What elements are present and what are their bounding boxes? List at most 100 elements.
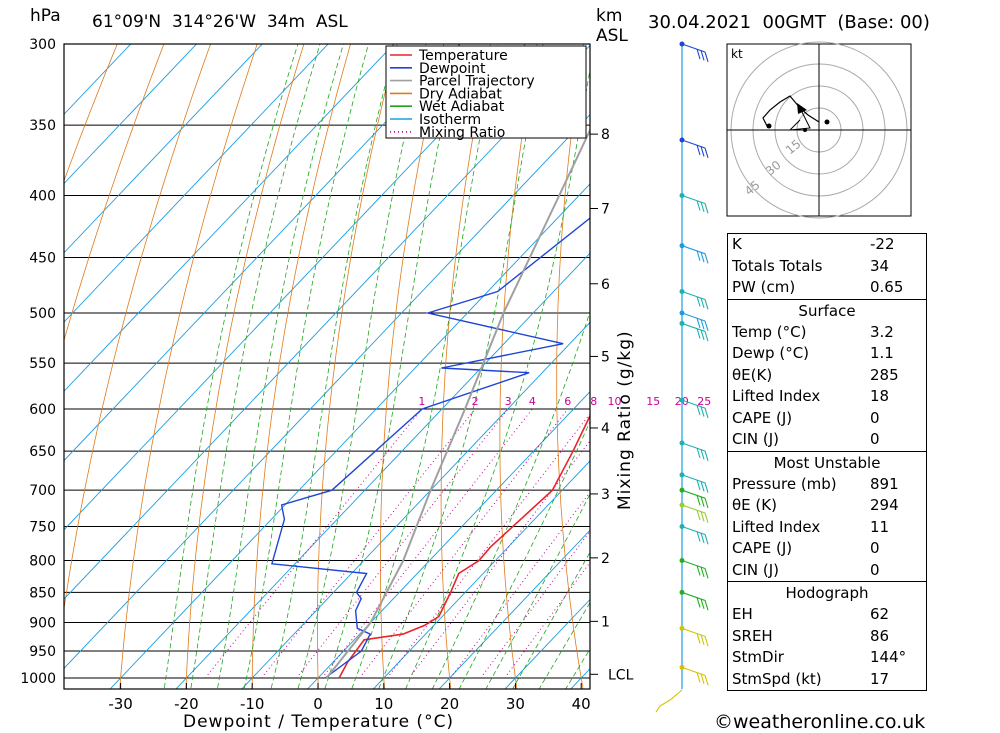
index-row-k: K -22 bbox=[732, 235, 895, 253]
most-unstable-title: Most Unstable bbox=[773, 453, 881, 472]
wind-barb-flag bbox=[696, 250, 701, 261]
isotherm bbox=[64, 44, 395, 392]
mixing-ratio-line bbox=[261, 408, 476, 679]
asl-label: ASL bbox=[596, 26, 628, 46]
mixing-ratio-label: 4 bbox=[529, 395, 536, 408]
mixing-ratio-label: 2 bbox=[472, 395, 479, 408]
wind-barb-flag bbox=[704, 51, 709, 62]
x-axis-label: Dewpoint / Temperature (°C) bbox=[183, 712, 454, 732]
wind-barb-flag bbox=[700, 329, 705, 340]
wet-adiabat bbox=[431, 310, 590, 689]
y2-axis-label: Mixing Ratio (g/kg) bbox=[615, 330, 635, 510]
surface-row: Dewp (°C) 1.1 bbox=[732, 344, 894, 362]
dry-adiabat bbox=[499, 44, 538, 689]
isotherm bbox=[306, 391, 590, 689]
wind-barb-flag bbox=[696, 447, 701, 459]
wind-barb-flag bbox=[704, 600, 709, 611]
km-label: km bbox=[596, 6, 623, 26]
temperature-line bbox=[338, 414, 590, 679]
dry-adiabat bbox=[665, 8, 719, 704]
general-indices-box: K -22 Totals Totals 34 PW (cm) 0.65 bbox=[727, 233, 927, 300]
wet-adiabat bbox=[458, 420, 590, 689]
wind-barb-flag bbox=[696, 672, 701, 683]
isotherm bbox=[109, 183, 590, 689]
wind-barb-flag bbox=[704, 203, 709, 214]
surface-row: θE(K) 285 bbox=[732, 365, 899, 384]
wind-barb-flag bbox=[696, 479, 701, 491]
temp-tick-label: 0 bbox=[313, 695, 323, 713]
temp-tick-label: 40 bbox=[572, 695, 591, 713]
wind-barb-flag bbox=[700, 511, 705, 522]
wind-barb-flag bbox=[704, 331, 709, 342]
legend-label: Wet Adiabat bbox=[419, 99, 505, 115]
isotherm bbox=[64, 44, 329, 323]
wind-barb-flag bbox=[700, 297, 705, 309]
wind-barb-flag bbox=[700, 146, 705, 157]
pressure-tick-label: 450 bbox=[29, 251, 56, 267]
dry-adiabat bbox=[316, 44, 398, 689]
legend-label: Mixing Ratio bbox=[419, 125, 505, 141]
legend-label: Parcel Trajectory bbox=[419, 74, 535, 90]
hodo-row: SREH 86 bbox=[732, 626, 890, 645]
mixing-ratio-labels: 12346810152025 bbox=[418, 395, 711, 408]
km-tick-label: 7 bbox=[601, 201, 610, 217]
indices-table: K -22 Totals Totals 34 PW (cm) 0.65 Surface… bbox=[727, 233, 927, 691]
wet-adiabat bbox=[270, 44, 397, 689]
legend-label: Dewpoint bbox=[419, 61, 486, 77]
pressure-tick-label: 750 bbox=[29, 520, 56, 536]
dewpoint-line bbox=[271, 217, 590, 679]
wind-barb-flag bbox=[696, 296, 701, 307]
temp-tick-label: -30 bbox=[108, 695, 133, 713]
wet-adiabat bbox=[297, 44, 427, 689]
mixing-ratio-line bbox=[359, 408, 569, 679]
wind-barb-flag bbox=[704, 635, 709, 647]
wind-barb-flag bbox=[696, 597, 701, 608]
km-tick-label: 8 bbox=[601, 127, 610, 143]
mixing-ratio-line bbox=[204, 408, 423, 679]
pressure-tick-label: 550 bbox=[29, 356, 56, 372]
km-tick-label: 1 bbox=[601, 614, 610, 630]
index-row-totals: Totals Totals 34 bbox=[732, 256, 890, 275]
km-tick-label: 6 bbox=[601, 277, 610, 293]
temp-tick-label: -20 bbox=[174, 695, 199, 713]
wet-adiabat bbox=[243, 44, 369, 689]
isotherm bbox=[438, 529, 590, 689]
mixing-ratio-label: 6 bbox=[564, 395, 571, 408]
hodograph-unit: kt bbox=[731, 47, 743, 61]
hodo-row: StmSpd (kt) 17 bbox=[732, 669, 890, 688]
dry-adiabat bbox=[64, 44, 212, 612]
wind-barb-flag bbox=[700, 673, 705, 684]
hodograph-trace bbox=[762, 95, 820, 129]
wet-adiabat bbox=[190, 44, 321, 689]
mixing-ratio-line bbox=[386, 413, 590, 679]
hodo-row: StmDir 144° bbox=[732, 648, 907, 666]
wet-adiabat bbox=[324, 44, 461, 689]
legend-box bbox=[385, 45, 587, 139]
wind-barb-flag bbox=[696, 200, 701, 211]
isotherm bbox=[241, 321, 590, 689]
isotherm bbox=[64, 44, 263, 254]
wind-barb-flag bbox=[696, 495, 701, 506]
surface-row: CIN (J) 0 bbox=[732, 430, 880, 448]
wind-barb-flag bbox=[704, 253, 709, 264]
wet-adiabat bbox=[216, 44, 344, 689]
mixing-ratio-label: 15 bbox=[646, 395, 660, 408]
storm-motion-arrow bbox=[797, 103, 807, 114]
dry-adiabat bbox=[64, 44, 165, 342]
isotherm bbox=[64, 44, 198, 185]
pressure-tick-label: 300 bbox=[29, 37, 56, 53]
surface-row: Temp (°C) 3.2 bbox=[732, 322, 894, 341]
temperature-axis: -30 -20 -10 0 10 20 30 40 bbox=[108, 683, 591, 713]
isotherm bbox=[64, 44, 461, 462]
wind-barb-flag bbox=[700, 50, 705, 61]
temp-tick-label: -10 bbox=[240, 695, 265, 713]
surface-row: Lifted Index 18 bbox=[732, 387, 890, 405]
pressure-tick-label: 900 bbox=[29, 616, 56, 632]
isotherm bbox=[372, 460, 590, 689]
legend-label: Dry Adiabat bbox=[419, 86, 502, 102]
parcel-trajectory-line bbox=[325, 127, 590, 679]
mixing-ratio-line bbox=[296, 408, 509, 679]
wind-barb-flag bbox=[700, 566, 705, 578]
wet-adiabat bbox=[351, 44, 499, 689]
